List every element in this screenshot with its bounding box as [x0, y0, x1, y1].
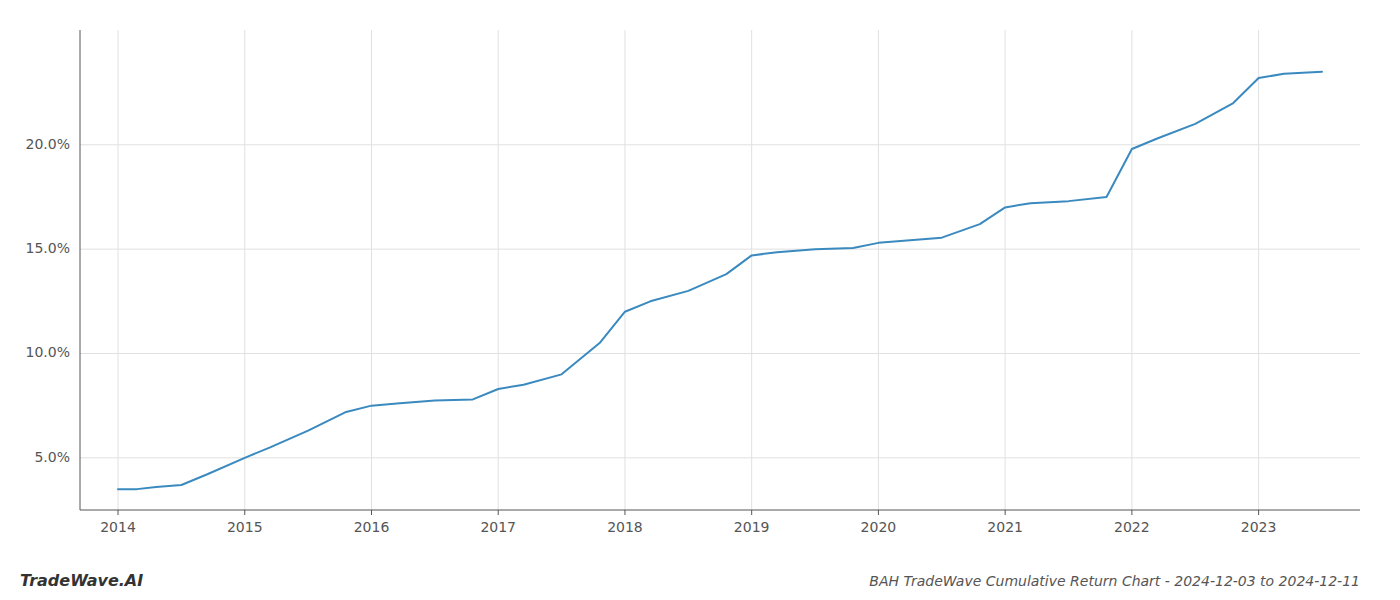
x-tick-mark [244, 510, 245, 515]
grid-line-x [244, 30, 245, 510]
plot-data [118, 72, 1322, 489]
x-tick-mark [751, 510, 752, 515]
chart-container: 5.0% 10.0% 15.0% 20.0% 2014 2015 2016 2017 2018 2… [0, 0, 1400, 600]
x-tick-mark [878, 510, 879, 515]
watermark: TradeWave.AI [20, 571, 143, 590]
x-tick-mark [118, 510, 119, 515]
grid-line-y [80, 457, 1360, 458]
chart-svg: 5.0% 10.0% 15.0% 20.0% 2014 2015 2016 2017 2018 2… [0, 0, 1400, 600]
grid-line-x [498, 30, 499, 510]
x-tick-label: 2018 [607, 519, 643, 535]
background [0, 0, 1400, 600]
x-tick-label: 2019 [734, 519, 770, 535]
x-tick-mark [1005, 510, 1006, 515]
axes: 5.0% 10.0% 15.0% 20.0% 2014 2015 2016 2017 2018 2… [26, 30, 1360, 535]
grid-line-x [878, 30, 879, 510]
grid-line-x [118, 30, 119, 510]
x-tick-label: 2014 [100, 519, 136, 535]
x-tick-label: 2015 [227, 519, 263, 535]
grid-line-y [80, 353, 1360, 354]
x-tick-mark [1258, 510, 1259, 515]
x-tick-label: 2020 [861, 519, 897, 535]
grid-line-y [80, 144, 1360, 145]
y-tick-label: 15.0% [26, 240, 70, 256]
x-tick-mark [624, 510, 625, 515]
grid-line-x [751, 30, 752, 510]
y-tick-label: 20.0% [26, 136, 70, 152]
x-tick-label: 2016 [354, 519, 390, 535]
grid [80, 30, 1360, 510]
grid-line-x [1258, 30, 1259, 510]
x-tick-label: 2022 [1114, 519, 1150, 535]
x-tick-label: 2017 [480, 519, 516, 535]
line [118, 72, 1322, 489]
x-tick-label: 2021 [987, 519, 1023, 535]
grid-line-x [1131, 30, 1132, 510]
y-axis-line [80, 30, 81, 510]
x-axis-line [80, 510, 1360, 511]
x-tick-mark [498, 510, 499, 515]
title: BAH TradeWave Cumulative Return Chart - … [869, 573, 1360, 589]
y-tick-label: 5.0% [34, 449, 70, 465]
x-tick-mark [371, 510, 372, 515]
x-tick-label: 2023 [1241, 519, 1277, 535]
x-tick-mark [1131, 510, 1132, 515]
grid-line-y [80, 249, 1360, 250]
grid-line-x [371, 30, 372, 510]
grid-line-x [1005, 30, 1006, 510]
grid-line-x [624, 30, 625, 510]
y-tick-label: 10.0% [26, 344, 70, 360]
